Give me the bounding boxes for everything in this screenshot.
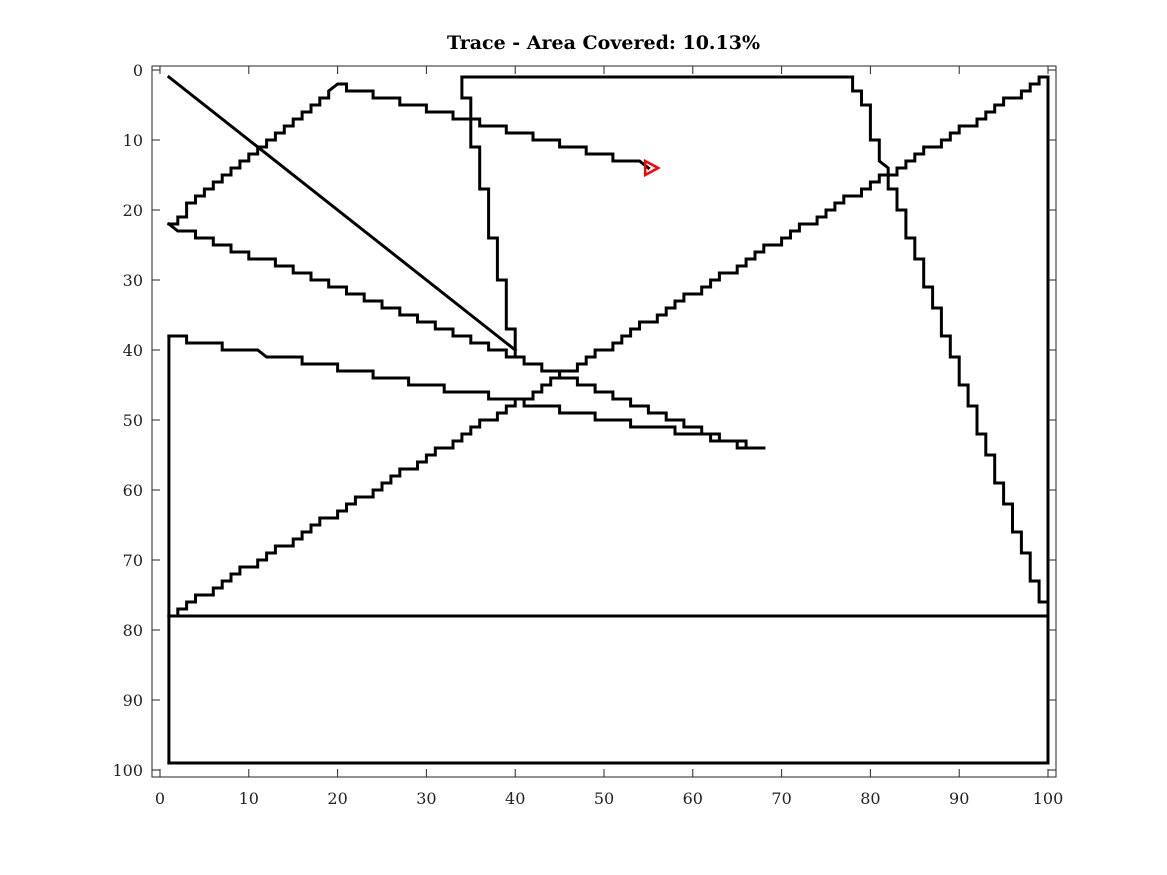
x-tick-label: 100: [1033, 789, 1064, 808]
y-tick-label: 90: [123, 691, 143, 710]
x-tick-label: 40: [505, 789, 525, 808]
y-tick-label: 80: [123, 621, 143, 640]
trace-segment: [851, 75, 1050, 618]
y-tick-label: 30: [123, 271, 143, 290]
y-tick-label: 100: [112, 761, 143, 780]
x-tick-label: 70: [771, 789, 791, 808]
y-tick-label: 0: [133, 61, 143, 80]
y-tick-label: 40: [123, 341, 143, 360]
x-tick-label: 80: [860, 789, 880, 808]
y-tick-label: 50: [123, 411, 143, 430]
trace-segment: [167, 82, 651, 226]
trace-segment: [166, 74, 518, 353]
y-tick-label: 20: [123, 201, 143, 220]
x-tick-label: 0: [155, 789, 165, 808]
position-marker: [643, 158, 661, 178]
trace-segment: [167, 75, 1050, 618]
x-tick-label: 50: [594, 789, 614, 808]
trace-segment: [167, 334, 766, 450]
x-tick-label: 10: [239, 789, 259, 808]
trace-segment: [460, 75, 517, 359]
marker-layer: [643, 158, 661, 178]
axes: 0 10 20 30 40 50 60 70 80 90 100 0 10 20 30 40 50 60 70 80 9…: [112, 61, 1063, 808]
x-tick-label: 90: [949, 789, 969, 808]
x-tick-label: 60: [683, 789, 703, 808]
y-tick-label: 10: [123, 131, 143, 150]
x-tick-label: 20: [327, 789, 347, 808]
y-tick-label: 60: [123, 481, 143, 500]
trace-layer: [166, 74, 1050, 765]
y-tick-label: 70: [123, 551, 143, 570]
x-tick-label: 30: [416, 789, 436, 808]
trace-segment: [166, 221, 766, 450]
chart-title: Trace - Area Covered: 10.13%: [446, 32, 761, 54]
